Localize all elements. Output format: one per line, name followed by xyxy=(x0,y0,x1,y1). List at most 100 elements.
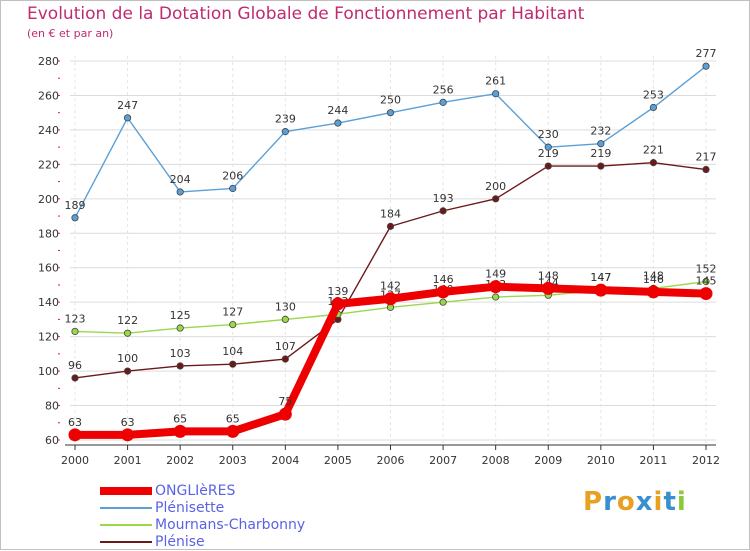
data-label: 219 xyxy=(590,147,611,160)
data-label: 217 xyxy=(696,151,717,164)
legend-label: Plénise xyxy=(155,534,205,550)
logo-letter: t xyxy=(663,487,677,517)
data-label: 139 xyxy=(327,285,348,298)
data-label: 193 xyxy=(433,192,454,205)
data-label: 149 xyxy=(485,268,506,281)
data-point xyxy=(386,222,395,230)
data-point xyxy=(439,207,447,215)
data-label: 200 xyxy=(485,180,506,193)
data-point xyxy=(386,109,395,117)
data-label: 130 xyxy=(275,300,296,313)
logo-letter: P xyxy=(583,487,604,517)
data-point xyxy=(492,90,500,98)
data-label: 244 xyxy=(327,104,348,117)
data-point xyxy=(702,62,710,70)
data-label: 142 xyxy=(380,280,401,293)
data-label: 127 xyxy=(222,306,243,319)
x-tick-label: 2008 xyxy=(482,454,510,467)
x-tick-label: 2004 xyxy=(271,454,299,467)
data-label: 100 xyxy=(117,352,138,365)
legend-label: Plénisette xyxy=(155,500,225,516)
data-point xyxy=(649,103,658,112)
data-point xyxy=(492,195,500,203)
data-point xyxy=(597,140,605,148)
y-tick-label: 60 xyxy=(45,434,59,447)
logo-letter: i xyxy=(653,487,664,517)
legend-swatch xyxy=(100,487,152,495)
data-label: 104 xyxy=(222,345,243,358)
data-point xyxy=(646,285,660,299)
data-point xyxy=(176,188,184,196)
x-tick-label: 2010 xyxy=(587,454,615,467)
data-point xyxy=(123,329,132,337)
data-point xyxy=(439,298,447,306)
data-label: 146 xyxy=(433,273,454,286)
data-label: 63 xyxy=(121,416,135,429)
data-label: 206 xyxy=(222,169,243,182)
y-tick-label: 120 xyxy=(38,331,59,344)
data-point xyxy=(594,283,608,297)
data-point xyxy=(492,293,500,301)
x-tick-label: 2011 xyxy=(639,454,667,467)
legend-label: Mournans-Charbonny xyxy=(155,517,306,533)
x-tick-label: 2009 xyxy=(534,454,562,467)
data-label: 230 xyxy=(538,128,559,141)
logo-letter: r xyxy=(603,487,617,517)
y-tick-label: 100 xyxy=(38,365,59,378)
data-point xyxy=(702,165,710,174)
data-label: 147 xyxy=(590,271,611,284)
legend-swatch xyxy=(100,524,152,526)
data-label: 221 xyxy=(643,144,664,157)
data-label: 261 xyxy=(485,75,506,88)
x-tick-label: 2003 xyxy=(219,454,247,467)
x-tick-label: 2001 xyxy=(114,454,142,467)
data-label: 125 xyxy=(170,309,191,322)
data-point xyxy=(173,424,187,438)
data-label: 107 xyxy=(275,340,296,353)
data-label: 148 xyxy=(538,269,559,282)
data-label: 247 xyxy=(117,99,138,112)
x-tick-label: 2002 xyxy=(166,454,194,467)
data-point xyxy=(699,287,713,301)
data-label: 184 xyxy=(380,207,401,220)
data-point xyxy=(544,162,552,170)
data-label: 148 xyxy=(643,269,664,282)
data-label: 232 xyxy=(590,125,611,138)
data-label: 122 xyxy=(117,314,138,327)
data-point xyxy=(68,428,82,442)
data-label: 96 xyxy=(68,359,82,372)
data-point xyxy=(541,281,555,295)
logo-letter: o xyxy=(616,487,636,517)
data-point xyxy=(334,119,342,127)
y-tick-label: 200 xyxy=(38,193,59,206)
data-label: 63 xyxy=(68,416,82,429)
y-tick-label: 240 xyxy=(38,124,59,137)
data-point xyxy=(71,374,79,382)
data-label: 75 xyxy=(278,395,292,408)
data-point xyxy=(121,428,135,442)
data-point xyxy=(176,362,184,370)
chart-title: Evolution de la Dotation Globale de Fonc… xyxy=(27,4,585,24)
y-tick-label: 220 xyxy=(38,158,59,171)
proxiti-logo: Proxiti xyxy=(583,487,687,517)
data-label: 65 xyxy=(173,412,187,425)
chart-subtitle: (en € et par an) xyxy=(27,27,114,40)
legend-label: ONGLIèRES xyxy=(155,483,236,499)
x-tick-label: 2006 xyxy=(377,454,405,467)
data-label: 65 xyxy=(226,412,240,425)
data-label: 152 xyxy=(696,263,717,276)
data-point xyxy=(331,297,345,311)
data-point xyxy=(649,159,658,167)
data-point xyxy=(439,98,447,106)
data-point xyxy=(176,324,184,332)
x-tick-label: 2012 xyxy=(692,454,720,467)
data-label: 250 xyxy=(380,94,401,107)
data-point xyxy=(281,355,289,363)
data-label: 189 xyxy=(65,199,86,212)
data-label: 145 xyxy=(696,275,717,288)
logo-letter: x xyxy=(635,487,654,517)
data-label: 103 xyxy=(170,347,191,360)
data-label: 256 xyxy=(433,83,454,96)
